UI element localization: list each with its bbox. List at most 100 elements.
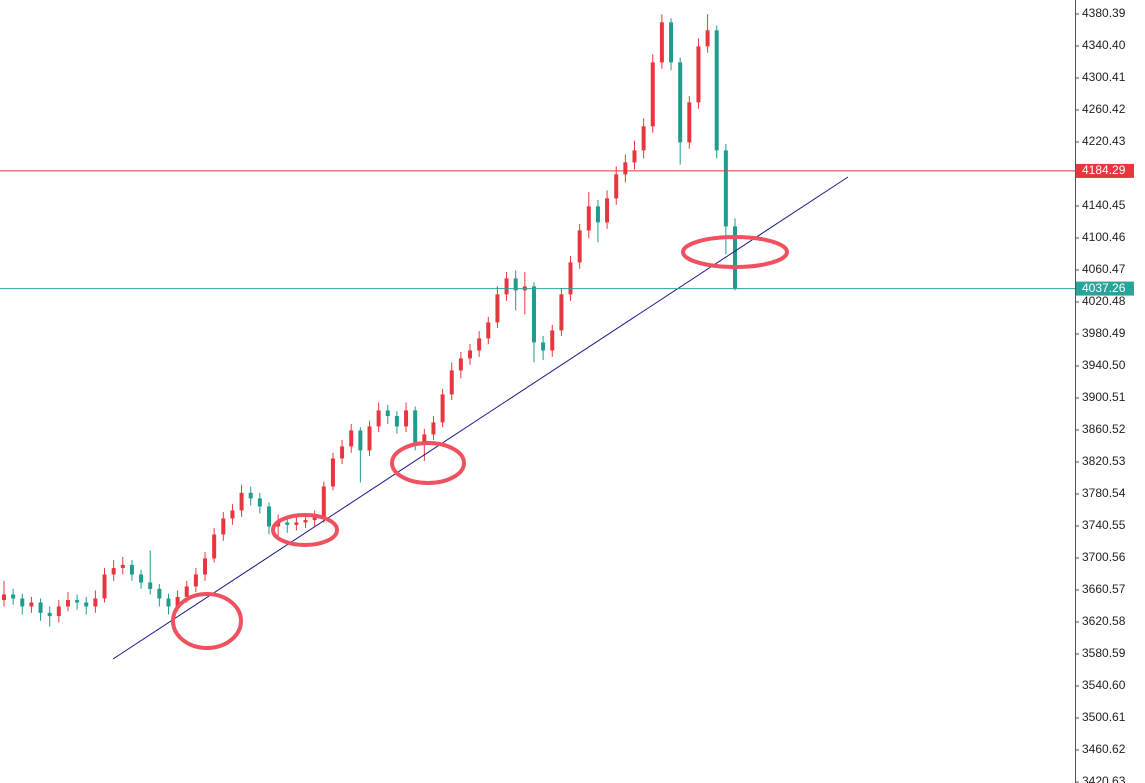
candle-body bbox=[449, 370, 454, 395]
candle-body bbox=[504, 278, 509, 295]
highlight-circle bbox=[271, 513, 339, 547]
y-tick-label: 3900.51 bbox=[1082, 390, 1126, 404]
candle-body bbox=[623, 162, 628, 175]
y-tick-label: 4060.47 bbox=[1082, 262, 1126, 276]
y-tick-label: 3700.56 bbox=[1082, 550, 1126, 564]
candle-body bbox=[641, 126, 646, 151]
candle-body bbox=[294, 522, 299, 525]
candle-body bbox=[47, 612, 52, 617]
candle-body bbox=[422, 434, 427, 443]
candle-body bbox=[75, 600, 80, 603]
candle-body bbox=[239, 492, 244, 511]
plot-area bbox=[2, 14, 737, 627]
candle-body bbox=[203, 558, 208, 575]
candle-body bbox=[632, 150, 637, 163]
y-tick-label: 4140.45 bbox=[1082, 198, 1126, 212]
trend-line bbox=[112, 176, 849, 660]
candle-body bbox=[577, 230, 582, 263]
candle-body bbox=[614, 174, 619, 199]
candle-body bbox=[230, 510, 235, 519]
candle-body bbox=[111, 568, 116, 575]
candle-body bbox=[531, 286, 536, 343]
price-tag bbox=[1076, 281, 1134, 296]
y-tick-label: 4020.48 bbox=[1082, 294, 1126, 308]
candle-body bbox=[2, 594, 6, 601]
y-tick-label: 3460.62 bbox=[1082, 742, 1126, 756]
price-tag-label: 4037.26 bbox=[1082, 281, 1126, 295]
candle-body bbox=[586, 206, 591, 231]
candle-body bbox=[248, 492, 253, 499]
candle-body bbox=[175, 596, 180, 607]
candle-body bbox=[394, 416, 399, 427]
candle-body bbox=[650, 62, 655, 127]
candle-body bbox=[56, 606, 61, 617]
highlight-circle bbox=[390, 441, 466, 485]
highlight-circle bbox=[171, 592, 243, 650]
candle-body bbox=[148, 582, 153, 589]
y-tick-label: 4260.42 bbox=[1082, 102, 1126, 116]
candle-body bbox=[714, 30, 719, 151]
y-tick-label: 3420.63 bbox=[1082, 774, 1126, 783]
candle-body bbox=[129, 564, 134, 575]
y-tick-label: 3860.52 bbox=[1082, 422, 1126, 436]
candle-body bbox=[184, 586, 189, 597]
candle-body bbox=[139, 574, 144, 583]
candle-body bbox=[687, 102, 692, 143]
candle-body bbox=[513, 278, 518, 291]
candle-body bbox=[312, 516, 317, 521]
candle-body bbox=[559, 294, 564, 331]
y-tick-label: 4380.39 bbox=[1082, 6, 1126, 20]
y-tick-label: 3540.60 bbox=[1082, 678, 1126, 692]
candle-body bbox=[212, 534, 217, 559]
y-tick-label: 3580.59 bbox=[1082, 646, 1126, 660]
candle-body bbox=[477, 338, 482, 351]
y-tick-label: 4340.40 bbox=[1082, 38, 1126, 52]
price-tag-label: 4184.29 bbox=[1082, 163, 1126, 177]
candle-body bbox=[257, 498, 262, 507]
y-tick-label: 3780.54 bbox=[1082, 486, 1126, 500]
candle-body bbox=[659, 22, 664, 63]
candle-body bbox=[458, 358, 463, 371]
candle-body bbox=[285, 522, 290, 525]
y-tick-label: 4220.43 bbox=[1082, 134, 1126, 148]
candle-body bbox=[541, 342, 546, 351]
y-tick-label: 3940.50 bbox=[1082, 358, 1126, 372]
y-tick-label: 4100.46 bbox=[1082, 230, 1126, 244]
candle-body bbox=[678, 62, 683, 143]
candle-body bbox=[595, 206, 600, 223]
candle-body bbox=[669, 22, 674, 63]
candle-body bbox=[276, 522, 281, 527]
candle-body bbox=[193, 574, 198, 587]
candle-body bbox=[605, 198, 610, 223]
candle-body bbox=[38, 602, 43, 613]
candle-body bbox=[157, 588, 162, 599]
candle-body bbox=[431, 422, 436, 435]
candle-body bbox=[349, 430, 354, 447]
y-tick-label: 3660.57 bbox=[1082, 582, 1126, 596]
candle-body bbox=[303, 520, 308, 523]
candle-body bbox=[358, 430, 363, 451]
candle-body bbox=[404, 410, 409, 427]
candle-body bbox=[340, 446, 345, 459]
candle-body bbox=[321, 486, 326, 517]
price-tag bbox=[1076, 163, 1134, 178]
candle-body bbox=[221, 518, 226, 535]
y-tick-label: 3500.61 bbox=[1082, 710, 1126, 724]
candle-body bbox=[102, 574, 107, 599]
candle-body bbox=[376, 410, 381, 427]
candle-body bbox=[120, 564, 125, 569]
candle-body bbox=[705, 30, 710, 47]
candle-body bbox=[385, 410, 390, 417]
y-tick-label: 3620.58 bbox=[1082, 614, 1126, 628]
candle-body bbox=[29, 602, 34, 607]
candle-body bbox=[367, 426, 372, 451]
candle-body bbox=[266, 506, 271, 527]
candle-body bbox=[468, 350, 473, 359]
candle-body bbox=[495, 294, 500, 323]
y-tick-label: 4300.41 bbox=[1082, 70, 1126, 84]
candle-body bbox=[440, 394, 445, 423]
candle-body bbox=[733, 226, 737, 289]
